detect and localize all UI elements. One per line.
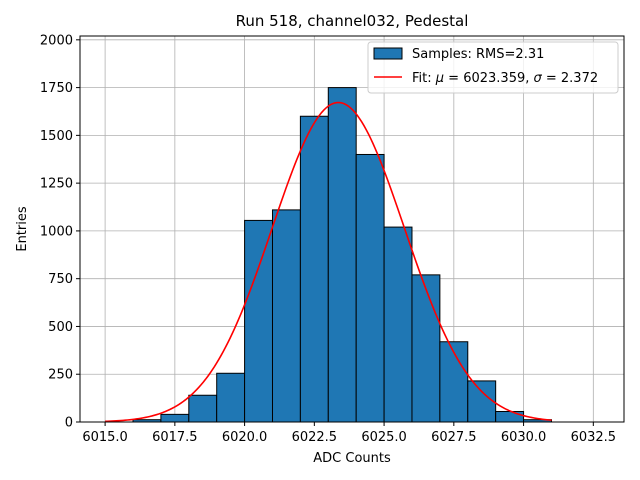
y-tick-label: 1500 — [40, 129, 73, 144]
histogram-bar — [216, 372, 246, 423]
histogram-bar — [271, 209, 301, 423]
histogram-bar — [299, 115, 329, 423]
x-tick-label: 6030.0 — [501, 430, 547, 445]
histogram-bar — [244, 219, 273, 423]
x-axis-label: ADC Counts — [313, 451, 391, 466]
legend-fit-mid: = 6023.359, — [444, 71, 533, 86]
y-tick-label: 0 — [65, 416, 73, 431]
y-tick-label: 2000 — [40, 33, 73, 48]
histogram-bar — [467, 380, 497, 423]
x-tick-label: 6032.5 — [571, 430, 617, 445]
x-axis-ticks: 6015.0 6017.5 6020.0 6022.5 6025.0 6027.5 6030… — [82, 422, 616, 445]
y-tick-label: 500 — [48, 320, 73, 335]
histogram-bar — [160, 413, 190, 423]
legend-fit-sigma-symbol: σ — [534, 71, 543, 86]
legend-histogram-label: Samples: RMS=2.31 — [412, 47, 544, 62]
plot-frame — [79, 35, 625, 423]
legend-fit-label: Fit: μ = 6023.359, σ = 2.372 — [412, 71, 598, 86]
legend-fit-mu-symbol: μ — [435, 71, 444, 86]
y-tick-label: 750 — [48, 272, 73, 287]
histogram-bar — [188, 394, 218, 423]
y-axis-label: Entries — [15, 206, 30, 252]
x-tick-label: 6020.0 — [222, 430, 268, 445]
histogram-bar — [327, 87, 357, 423]
y-axis-ticks: 0 250 500 750 1000 1250 1500 1750 2000 — [40, 33, 80, 431]
y-tick-label: 1750 — [40, 81, 73, 96]
x-tick-label: 6017.5 — [152, 430, 198, 445]
histogram-bar — [383, 226, 413, 423]
legend: Samples: RMS=2.31 Fit: μ = 6023.359, σ =… — [367, 41, 619, 94]
legend-fit-end: = 2.372 — [542, 71, 598, 86]
legend-histogram-swatch — [373, 47, 403, 60]
y-tick-label: 1250 — [40, 177, 73, 192]
histogram-bar — [439, 341, 469, 423]
histogram-bars — [132, 87, 552, 423]
y-tick-label: 1000 — [40, 224, 73, 239]
y-tick-label: 250 — [48, 368, 73, 383]
x-tick-label: 6015.0 — [82, 430, 128, 445]
histogram-bar — [495, 410, 525, 423]
x-tick-label: 6022.5 — [292, 430, 338, 445]
legend-fit-prefix: Fit: — [412, 71, 436, 86]
histogram-bar — [355, 153, 385, 423]
x-tick-label: 6027.5 — [431, 430, 477, 445]
chart-title: Run 518, channel032, Pedestal — [236, 12, 469, 30]
x-tick-label: 6025.0 — [361, 430, 407, 445]
legend-box — [367, 41, 619, 94]
fit-curve — [105, 101, 552, 423]
histogram-bar — [411, 274, 441, 423]
